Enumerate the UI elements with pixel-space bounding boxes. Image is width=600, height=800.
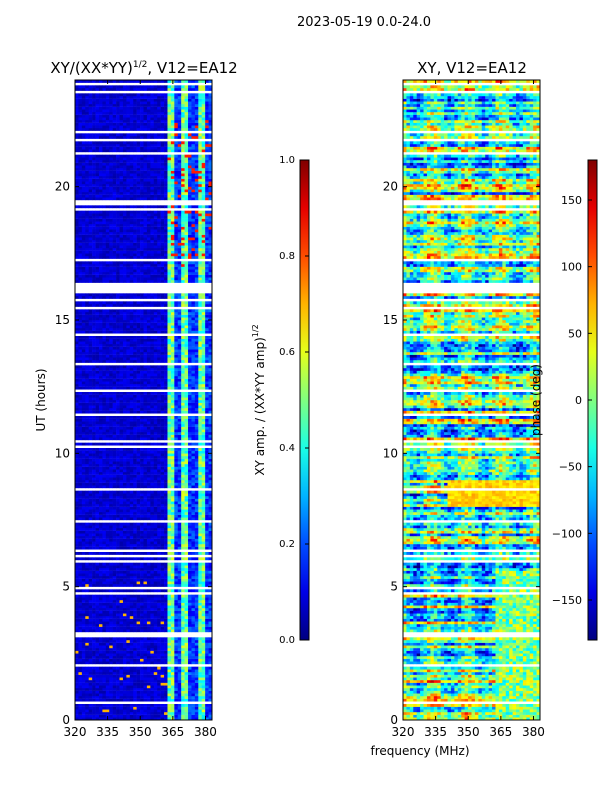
colorbar-tick-label: 0 xyxy=(575,394,582,407)
y-tick-label: 0 xyxy=(390,713,398,727)
phase-heatmap-image xyxy=(403,80,541,721)
amplitude-heatmap-image xyxy=(75,80,213,721)
colorbar-tick-label: 50 xyxy=(568,327,582,340)
y-tick-label: 0 xyxy=(62,713,70,727)
x-tick-label: 365 xyxy=(489,725,512,739)
phase-plot-frame xyxy=(402,79,541,721)
x-tick-label: 350 xyxy=(129,725,152,739)
colorbar-tick-label: 150 xyxy=(561,194,582,207)
colorbar-tick-label: 100 xyxy=(561,261,582,274)
amplitude-y-axis-label: UT (hours) xyxy=(34,368,48,431)
amplitude-colorbar-label: XY amp. / (XX*YY amp)1/2 xyxy=(251,324,267,475)
phase-heatmap-title: XY, V12=EA12 xyxy=(417,59,527,77)
amplitude-colorbar-frame xyxy=(299,159,310,641)
x-tick-label: 320 xyxy=(64,725,87,739)
shared-x-axis-label: frequency (MHz) xyxy=(370,744,469,758)
y-tick-label: 5 xyxy=(390,580,398,594)
phase-axis-ticks: 320 335 350 365 380 0 5 10 15 20 xyxy=(383,80,545,739)
phase-colorbar: 150 100 50 0 −50 −100 −150 phase (deg) xyxy=(529,159,598,641)
phase-colorbar-gradient xyxy=(588,160,597,640)
amplitude-colorbar: 0.0 0.2 0.4 0.6 0.8 1.0 XY amp. / (XX*YY amp)… xyxy=(251,155,310,646)
colorbar-tick-label: 1.0 xyxy=(279,155,295,166)
colorbar-tick-label: −100 xyxy=(552,527,582,540)
y-tick-label: 10 xyxy=(55,446,70,460)
colorbar-tick-label: −50 xyxy=(559,461,582,474)
x-tick-label: 335 xyxy=(96,725,119,739)
colorbar-tick-label: 0.4 xyxy=(279,443,295,454)
amplitude-plot-frame xyxy=(74,79,213,721)
amplitude-colorbar-gradient xyxy=(300,160,309,640)
figure-suptitle: 2023-05-19 0.0-24.0 xyxy=(297,15,431,30)
amplitude-heatmap-title: XY/(XX*YY)1/2, V12=EA12 xyxy=(50,59,237,77)
colorbar-tick-label: 0.2 xyxy=(279,539,295,550)
x-tick-label: 320 xyxy=(392,725,415,739)
colorbar-tick-label: 0.6 xyxy=(279,347,295,358)
colorbar-tick-label: 0.8 xyxy=(279,251,295,262)
y-tick-label: 20 xyxy=(55,180,70,194)
y-tick-label: 5 xyxy=(62,580,70,594)
y-tick-label: 15 xyxy=(383,313,398,327)
x-tick-label: 350 xyxy=(457,725,480,739)
y-tick-label: 10 xyxy=(383,446,398,460)
colorbar-tick-label: −150 xyxy=(552,594,582,607)
colorbar-tick-label: 0.0 xyxy=(279,635,295,646)
amplitude-colorbar-ticks: 0.0 0.2 0.4 0.6 0.8 1.0 xyxy=(279,155,309,646)
phase-colorbar-label: phase (deg) xyxy=(529,364,543,436)
x-tick-label: 365 xyxy=(161,725,184,739)
x-tick-label: 380 xyxy=(194,725,217,739)
phase-colorbar-ticks: 150 100 50 0 −50 −100 −150 xyxy=(552,194,592,607)
amplitude-axis-ticks: 320 335 350 365 380 0 5 10 15 20 xyxy=(55,80,217,739)
x-tick-label: 335 xyxy=(424,725,447,739)
amplitude-heatmap-panel: XY/(XX*YY)1/2, V12=EA12 320 335 350 365 380 0… xyxy=(34,59,238,739)
y-tick-label: 15 xyxy=(55,313,70,327)
y-tick-label: 20 xyxy=(383,180,398,194)
phase-heatmap-panel: XY, V12=EA12 320 335 350 365 380 0 5 10 15 20 xyxy=(383,59,545,739)
x-tick-label: 380 xyxy=(522,725,545,739)
